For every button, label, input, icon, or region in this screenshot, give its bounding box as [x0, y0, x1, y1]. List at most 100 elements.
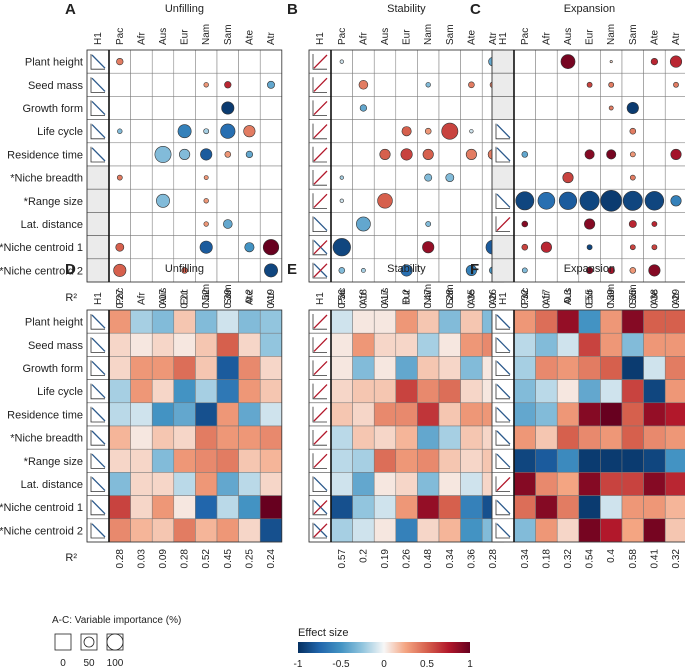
heatmap-tile	[173, 356, 196, 380]
importance-circle	[586, 244, 593, 251]
importance-circle	[203, 221, 209, 227]
grid-cell	[216, 235, 239, 260]
heatmap-tile	[460, 495, 483, 520]
heatmap-tile	[108, 379, 131, 404]
grid-cell	[556, 235, 580, 260]
heatmap-tile	[395, 448, 418, 473]
h1-negative-trend-icon	[91, 453, 106, 468]
r2-value: 0.27	[115, 289, 126, 309]
heatmap-tile	[643, 518, 666, 543]
heatmap-tile	[643, 356, 666, 380]
h1-negative-trend-icon	[496, 314, 511, 329]
heatmap-tile	[600, 332, 623, 357]
heatmap-tile	[600, 472, 623, 496]
heatmap-tile	[238, 495, 261, 520]
heatmap-tile	[535, 425, 558, 450]
panel-f: F Expansion H1 Pac Afr Aus Eur Nam Sam Ate Atr 0.34…	[470, 261, 685, 568]
h1-axes-icon	[312, 430, 327, 446]
h1-axes-icon	[90, 499, 105, 516]
heatmap-tile	[535, 402, 558, 427]
column-header: Aus	[158, 288, 169, 305]
column-header: Pac	[115, 288, 126, 305]
row-label: Lat. distance	[21, 479, 83, 491]
heatmap-tile	[417, 379, 440, 404]
grid-cell	[535, 258, 558, 283]
heatmap-tile	[417, 332, 440, 357]
importance-circle	[537, 192, 556, 210]
r2-label: R²	[65, 292, 77, 304]
h1-negative-trend-icon	[91, 77, 106, 92]
r2-value: 0.2	[244, 289, 255, 303]
h1-positive-trend-icon	[313, 240, 328, 255]
legend: A-C: Variable importance (%) 0 50 100 Ef…	[52, 615, 473, 670]
heatmap-tile	[621, 448, 644, 473]
importance-circle	[116, 174, 123, 181]
importance-circle	[648, 264, 661, 277]
column-header: Eur	[180, 29, 191, 45]
r2-value: 0.2	[358, 549, 369, 563]
grid-cell	[460, 235, 483, 260]
h1-axes-icon	[495, 146, 510, 163]
h1-positive-trend-icon	[313, 124, 328, 139]
importance-circle	[200, 148, 213, 161]
row-label: Residence time	[7, 149, 83, 161]
heatmap-tile	[621, 495, 644, 520]
heatmap-tile	[460, 309, 483, 334]
grid-cell	[643, 119, 666, 144]
importance-circle	[644, 191, 665, 211]
h1-negative-trend-icon	[91, 147, 106, 162]
h1-negative-trend-icon	[496, 124, 511, 139]
column-header: Eur	[585, 289, 596, 305]
heatmap-tile	[216, 332, 239, 357]
grid-cell	[535, 96, 558, 120]
importance-circle	[608, 81, 615, 88]
panel-c: C Expansion H1 Pac Afr Aus Eur Nam Sam Ate Atr 0.32…	[470, 1, 685, 308]
grid-cell	[643, 142, 666, 167]
heatmap-tile	[556, 495, 580, 520]
grid-cell	[535, 49, 558, 74]
heatmap-tile	[151, 448, 175, 473]
importance-circle	[179, 148, 191, 160]
row-label: *Niche centroid 2	[0, 265, 83, 277]
r2-value: 0.52	[201, 549, 212, 569]
h1-axes-icon	[495, 216, 510, 232]
importance-circle	[400, 264, 413, 277]
r2-value: 0.3	[563, 289, 574, 303]
importance-circle	[465, 264, 477, 276]
h1-cell	[86, 258, 110, 283]
heatmap-tile	[664, 448, 685, 473]
r2-value: 0.29	[671, 289, 682, 309]
heatmap-tile	[556, 332, 580, 357]
grid-cell	[130, 142, 153, 167]
h1-axes-icon	[312, 239, 327, 256]
heatmap-tile	[173, 309, 196, 334]
panel-letter: D	[65, 261, 76, 278]
row-label: *Niche breadth	[10, 173, 83, 185]
importance-circle	[262, 239, 280, 256]
heatmap-tile	[643, 472, 666, 496]
h1-axes-icon	[495, 383, 510, 400]
heatmap-tile	[513, 356, 536, 380]
column-header: Ate	[649, 30, 660, 45]
h1-positive-trend-icon	[496, 476, 511, 492]
heatmap-tile	[556, 379, 580, 404]
heatmap-tile	[643, 425, 666, 450]
importance-circle	[203, 128, 210, 135]
heatmap-tile	[535, 518, 558, 543]
importance-circle	[245, 150, 254, 159]
importance-circle	[629, 151, 636, 158]
importance-circle	[607, 266, 615, 275]
heatmap-tile	[130, 356, 153, 380]
column-header: Sam	[628, 284, 639, 305]
heatmap-tile	[438, 356, 461, 380]
heatmap-tile	[460, 332, 483, 357]
grid-cell	[664, 235, 685, 260]
column-header: Sam	[223, 24, 234, 45]
importance-circle	[223, 219, 233, 229]
heatmap-tile	[238, 379, 261, 404]
importance-circle	[673, 81, 679, 88]
h1-negative-trend-icon	[91, 500, 106, 515]
heatmap-tile	[352, 309, 375, 334]
grid-cell	[556, 96, 580, 120]
row-label: Life cycle	[37, 386, 83, 398]
